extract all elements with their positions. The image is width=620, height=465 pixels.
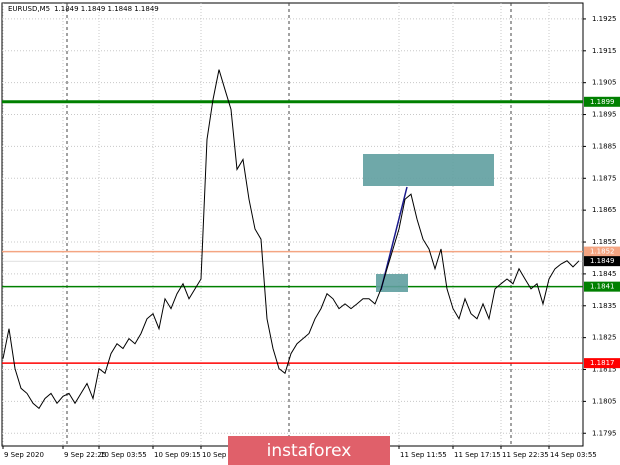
current-price-tag [584, 256, 620, 267]
x-tick-label: 10 Sep 03:55 [100, 451, 147, 459]
y-tick-label: 1.1885 [592, 142, 617, 150]
levels [2, 100, 583, 364]
level-label: 1.1899 [590, 98, 615, 106]
x-tick-label: 9 Sep 2020 [4, 451, 44, 459]
ohlc-values: 1.1849 1.1849 1.1848 1.1849 [54, 5, 159, 13]
level-tag [584, 246, 620, 257]
level-tag [584, 96, 620, 107]
watermark-banner [228, 436, 390, 465]
level-tag [584, 358, 620, 369]
y-tick-label: 1.1855 [592, 238, 617, 246]
x-tick-label: 10 Sep 09:15 [154, 451, 201, 459]
watermark: instaforex [267, 441, 352, 461]
level-tag [584, 281, 620, 292]
y-tick-label: 1.1865 [592, 206, 617, 214]
x-tick-label: 11 Sep 11:55 [400, 451, 447, 459]
y-tick-label: 1.1895 [592, 111, 617, 119]
current-price-label: 1.1849 [590, 257, 615, 265]
x-tick-label: 11 Sep 17:15 [454, 451, 501, 459]
price-line [2, 69, 580, 410]
y-tick-label: 1.1795 [592, 429, 617, 437]
level-label: 1.1841 [590, 283, 615, 291]
series [2, 69, 580, 410]
x-tick-label: 11 Sep 22:35 [502, 451, 549, 459]
y-tick-label: 1.1805 [592, 397, 617, 405]
target-zone [363, 154, 494, 186]
axes: 1.1925 1.1915 1.1905 1.1895 1.1885 1.1875 1.18… [2, 15, 620, 459]
x-tick-label: 9 Sep 22:25 [64, 451, 106, 459]
level-label: 1.1817 [590, 359, 615, 367]
level-label: 1.1852 [590, 248, 615, 256]
y-tick-label: 1.1815 [592, 366, 617, 374]
symbol-title: EURUSD,M5 [8, 5, 50, 13]
y-tick-label: 1.1845 [592, 270, 617, 278]
y-tick-label: 1.1835 [592, 302, 617, 310]
y-tick-label: 1.1825 [592, 334, 617, 342]
symbol: EURUSD,M5 1.1849 1.1849 1.1848 1.1849 [8, 5, 159, 13]
x-tick-label: 10 Sep [202, 451, 227, 459]
y-tick-label: 1.1905 [592, 79, 617, 87]
y-tick-label: 1.1925 [592, 15, 617, 23]
x-tick-label: 14 Sep 03:55 [550, 451, 597, 459]
y-tick-label: 1.1875 [592, 174, 617, 182]
y-tick-label: 1.1915 [592, 47, 617, 55]
